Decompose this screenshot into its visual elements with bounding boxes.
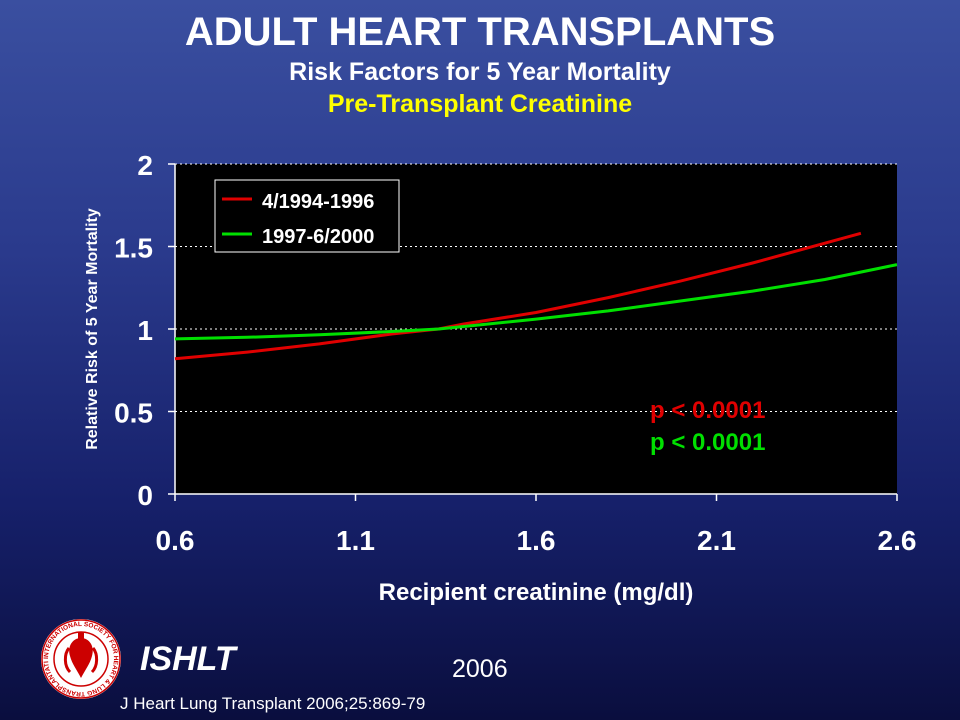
- x-tick-label: 2.1: [697, 525, 736, 556]
- x-tick-label: 0.6: [156, 525, 195, 556]
- x-tick-label: 1.1: [336, 525, 375, 556]
- legend-label-series-2: 1997-6/2000: [262, 226, 374, 248]
- org-label: ISHLT: [140, 640, 236, 678]
- x-tick-label: 1.6: [517, 525, 556, 556]
- chart-subtitle: Pre-Transplant Creatinine: [327, 90, 633, 118]
- p-value-series-1: p < 0.0001: [650, 397, 765, 424]
- y-tick-label: 1: [137, 315, 153, 346]
- y-tick-label: 0: [137, 480, 153, 511]
- x-axis-label: Recipient creatinine (mg/dl): [379, 579, 694, 606]
- x-tick-label: 2.6: [878, 525, 917, 556]
- y-tick-label: 2: [137, 150, 153, 181]
- series-line-1: [174, 231, 862, 361]
- legend: 4/1994-1996 1997-6/2000: [214, 179, 400, 253]
- y-tick-label: 0.5: [114, 398, 153, 429]
- legend-label-series-1: 4/1994-1996: [262, 191, 374, 213]
- citation: J Heart Lung Transplant 2006;25:869-79: [120, 694, 426, 713]
- page-subtitle: Risk Factors for 5 Year Mortality: [289, 58, 671, 86]
- page-title: ADULT HEART TRANSPLANTS: [184, 10, 776, 54]
- y-tick-label: 1.5: [114, 233, 153, 264]
- y-axis-label: Relative Risk of 5 Year Mortality: [84, 208, 101, 450]
- ishlt-logo: INTERNATIONAL SOCIETY FOR HEART & LUNG T…: [40, 618, 121, 699]
- p-value-series-2: p < 0.0001: [650, 429, 765, 456]
- series-line-2: [174, 263, 898, 341]
- year-label: 2006: [452, 655, 508, 683]
